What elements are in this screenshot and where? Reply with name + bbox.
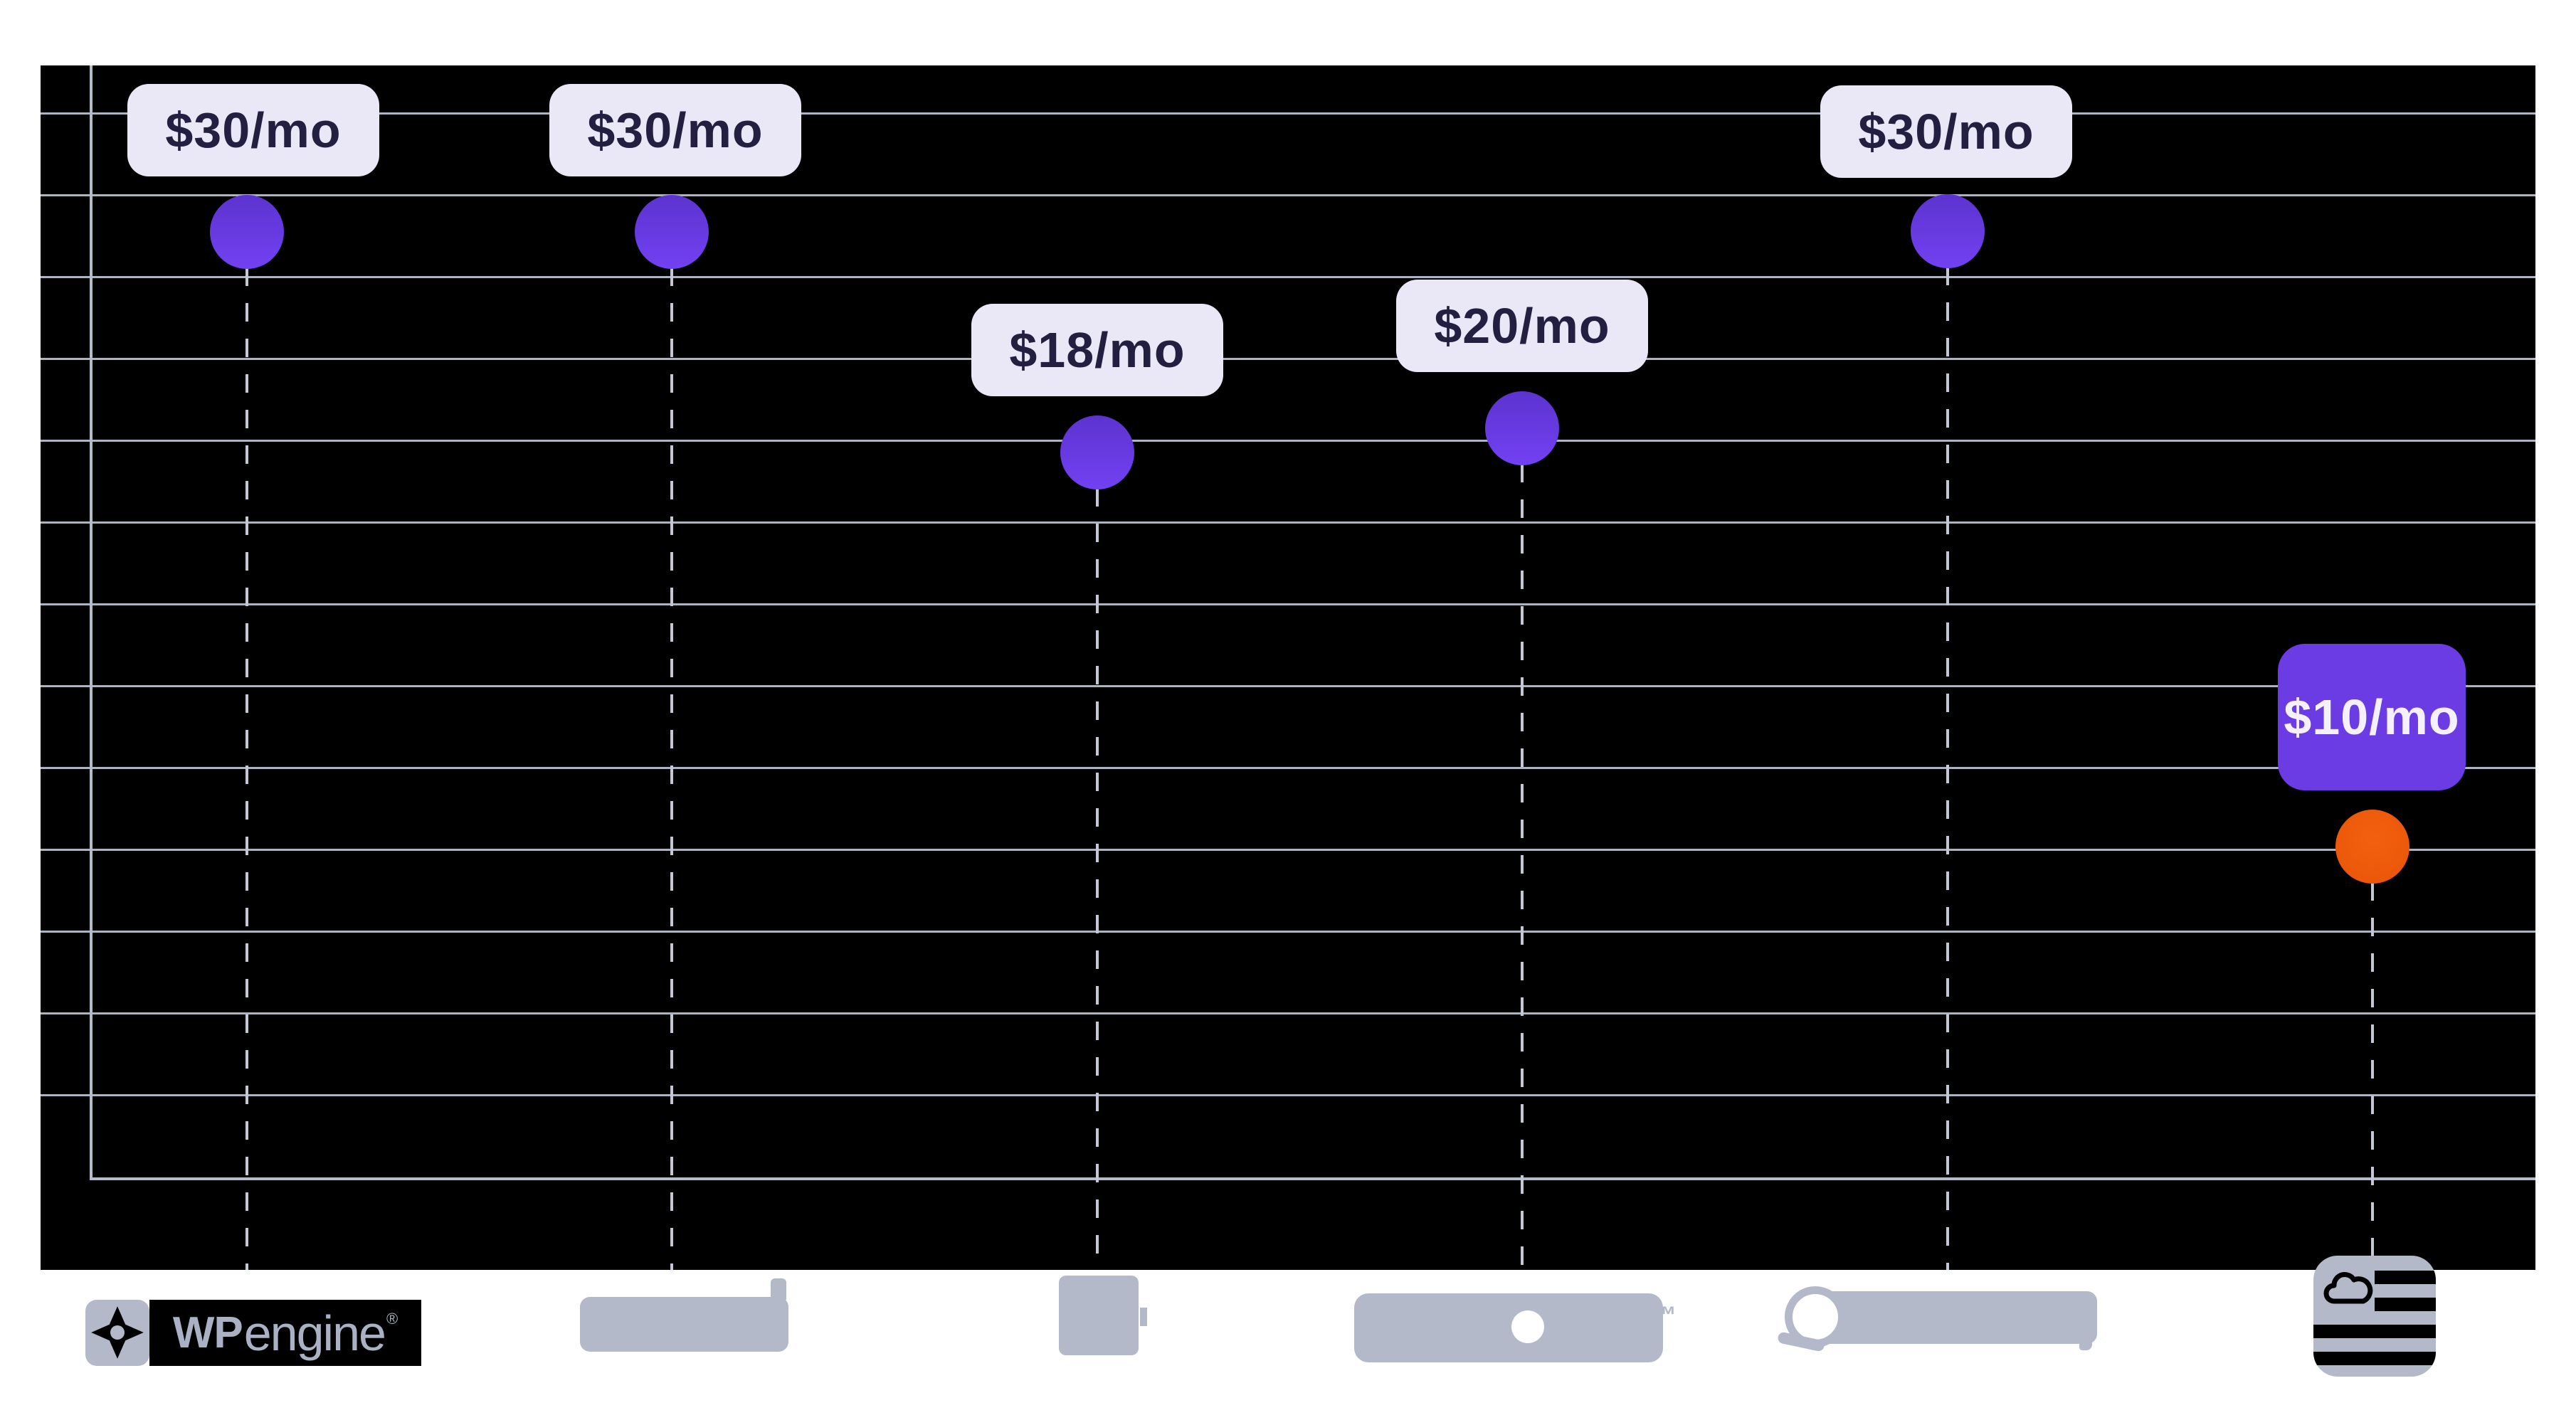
cloud-flag-icon	[2313, 1256, 2436, 1377]
competitor-4-logo	[1354, 1293, 1663, 1362]
gridline	[41, 767, 2535, 769]
data-point-6-highlight	[2335, 810, 2409, 884]
gridline	[41, 603, 2535, 605]
wp-engine-wordmark-engine: engine	[243, 1305, 386, 1361]
price-tag-3: $18/mo	[971, 304, 1223, 396]
guide-dash-col6	[2371, 847, 2374, 1270]
data-point-2	[635, 195, 709, 269]
flag-stripe	[2375, 1271, 2436, 1284]
price-tag-6-highlight: $10/mo	[2278, 644, 2466, 790]
guide-dash-col1	[246, 232, 248, 1270]
price-tag-5-text: $30/mo	[1858, 104, 2034, 159]
price-tag-6-text: $10/mo	[2284, 689, 2460, 745]
competitor-5-logo-descender	[2079, 1336, 2092, 1350]
flag-stripe	[2313, 1352, 2436, 1365]
trademark-icon: ™	[1652, 1302, 1677, 1329]
gridline	[41, 849, 2535, 851]
flag-stripe	[2313, 1325, 2436, 1338]
data-point-1	[210, 195, 284, 269]
price-tag-2: $30/mo	[549, 84, 801, 176]
wp-engine-flower-icon	[85, 1300, 149, 1366]
price-tag-1-text: $30/mo	[165, 102, 342, 158]
cloud-icon	[2323, 1271, 2373, 1304]
price-tag-4-text: $20/mo	[1434, 298, 1610, 354]
gridline	[41, 358, 2535, 360]
wp-engine-star-core	[110, 1325, 125, 1340]
competitor-2-logo-ascender	[771, 1278, 786, 1300]
gridline	[41, 931, 2535, 933]
competitor-4-logo-counter	[1511, 1310, 1544, 1343]
gridline	[41, 685, 2535, 687]
gridline	[41, 521, 2535, 524]
competitor-3-logo	[1059, 1276, 1139, 1355]
data-point-5	[1911, 194, 1985, 268]
y-axis-line	[90, 65, 93, 1180]
guide-dash-col2	[670, 232, 673, 1270]
guide-dash-col5	[1946, 231, 1949, 1270]
registered-mark-icon: ®	[386, 1310, 398, 1328]
wp-engine-logo: WP engine ®	[149, 1300, 421, 1366]
guide-dash-col3	[1096, 452, 1099, 1270]
competitor-2-logo	[580, 1297, 788, 1352]
data-point-3	[1060, 415, 1134, 489]
gridline	[41, 440, 2535, 442]
price-tag-4: $20/mo	[1396, 280, 1648, 372]
price-tag-3-text: $18/mo	[1009, 322, 1186, 378]
wp-engine-wordmark-wp: WP	[172, 1308, 243, 1357]
price-tag-2-text: $30/mo	[587, 102, 764, 158]
competitor-3-logo-tab	[1140, 1308, 1147, 1326]
guide-dash-col4	[1521, 428, 1524, 1270]
price-tag-1: $30/mo	[127, 84, 379, 176]
price-tag-5: $30/mo	[1820, 85, 2072, 178]
flag-stripe	[2375, 1298, 2436, 1311]
plot-area: $30/mo $30/mo $18/mo $20/mo $30/mo $10/m…	[41, 65, 2535, 1270]
gridline	[41, 1094, 2535, 1096]
x-axis-line	[90, 1177, 2535, 1180]
gridline	[41, 194, 2535, 196]
gridline	[41, 1012, 2535, 1014]
data-point-4	[1485, 391, 1559, 465]
gridline	[41, 112, 2535, 115]
gridline	[41, 276, 2535, 278]
